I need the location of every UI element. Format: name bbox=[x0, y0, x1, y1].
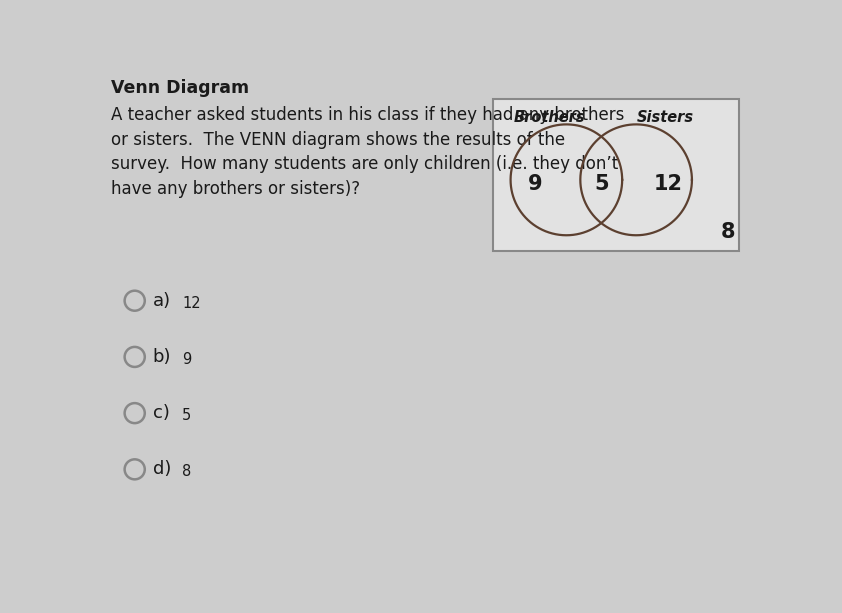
Text: Venn Diagram: Venn Diagram bbox=[111, 79, 249, 97]
Text: A teacher asked students in his class if they had any brothers: A teacher asked students in his class if… bbox=[111, 106, 625, 124]
Text: 8: 8 bbox=[720, 222, 735, 242]
Text: 9: 9 bbox=[182, 352, 191, 367]
Text: 8: 8 bbox=[182, 464, 191, 479]
Text: 12: 12 bbox=[182, 295, 200, 311]
Text: Sisters: Sisters bbox=[637, 110, 694, 125]
Text: b): b) bbox=[152, 348, 171, 366]
Text: 5: 5 bbox=[182, 408, 191, 423]
Text: 12: 12 bbox=[654, 173, 683, 194]
FancyBboxPatch shape bbox=[110, 78, 189, 93]
Text: d): d) bbox=[152, 460, 171, 478]
Text: 9: 9 bbox=[528, 173, 543, 194]
Text: Brothers: Brothers bbox=[514, 110, 585, 125]
Text: c): c) bbox=[152, 404, 169, 422]
Text: 5: 5 bbox=[594, 173, 609, 194]
FancyBboxPatch shape bbox=[493, 99, 739, 251]
Text: a): a) bbox=[152, 292, 171, 310]
Text: or sisters.  The VENN diagram shows the results of the: or sisters. The VENN diagram shows the r… bbox=[111, 131, 566, 148]
Text: Venn Diagram: Venn Diagram bbox=[111, 79, 249, 97]
Text: survey.  How many students are only children (i.e. they don’t: survey. How many students are only child… bbox=[111, 155, 619, 173]
Text: have any brothers or sisters)?: have any brothers or sisters)? bbox=[111, 180, 360, 198]
